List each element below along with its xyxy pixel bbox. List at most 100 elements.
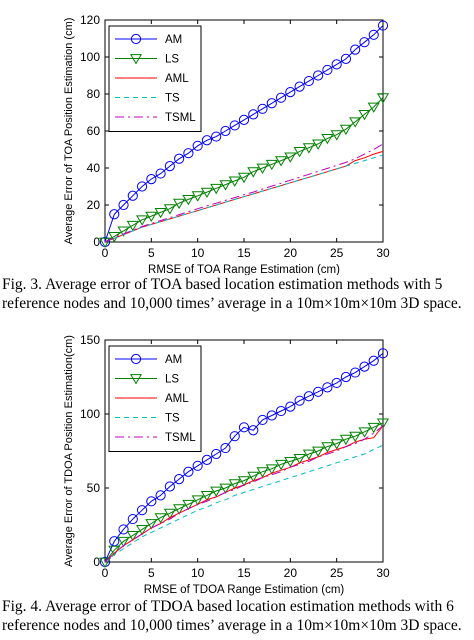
series-am-point <box>303 391 314 402</box>
series-ls-point <box>210 183 223 195</box>
series-ls-point <box>367 422 380 434</box>
series-ls-point <box>136 525 149 536</box>
series-am-point <box>109 209 120 220</box>
legend-label-am: AM <box>165 354 182 366</box>
legend-label-am: AM <box>165 34 182 46</box>
legend-marker-am <box>130 353 142 365</box>
series-ls-line <box>104 97 384 243</box>
y-tick-label: 100 <box>80 407 100 421</box>
series-am-point <box>331 377 342 389</box>
series-ls-point <box>247 167 260 178</box>
series-ls-point <box>376 418 390 429</box>
series-am-point <box>229 120 240 131</box>
series-am-point <box>127 513 138 525</box>
series-ls-point <box>275 459 288 471</box>
series-ls-point <box>256 467 269 478</box>
series-ls-point <box>200 491 213 502</box>
series-ls-point <box>237 476 251 487</box>
series-ls-point <box>200 187 213 198</box>
series-am-point <box>294 395 305 406</box>
legend-label-ts: TS <box>165 93 180 105</box>
y-tick-label: 60 <box>87 124 101 138</box>
series-ls-point <box>173 198 186 210</box>
series-am-point <box>266 410 277 421</box>
y-axis-ticks: 0 50 100 150 <box>80 333 383 569</box>
series-ls-point <box>265 159 278 171</box>
tdoa-error-chart: 0 5 10 15 20 25 30 0 50 100 150 RMSE of TDOA Range … <box>63 333 390 596</box>
toa-error-chart: 0 5 10 15 20 25 30 0 20 40 60 80 100 120 RMSE of TOA R… <box>63 13 390 275</box>
series-am-point <box>248 109 259 120</box>
series-am-point <box>211 131 222 142</box>
series-am-point <box>285 87 296 98</box>
series-am-point <box>340 53 352 64</box>
figure-3-caption-line-1: Fig. 3. Average error of TOA based locat… <box>2 276 443 293</box>
x-tick-label: 10 <box>191 246 205 260</box>
series-am-point <box>303 75 314 87</box>
series-ls-point <box>182 195 195 206</box>
series-ls-point <box>256 163 269 174</box>
x-axis-label: RMSE of TDOA Range Estimation (cm) <box>144 584 345 596</box>
legend-marker-ls <box>129 374 143 385</box>
y-axis-ticks: 0 20 40 60 80 100 120 <box>80 13 383 249</box>
series-ls-point <box>302 449 315 460</box>
series-am-point <box>238 422 250 433</box>
y-tick-label: 0 <box>93 555 100 569</box>
series-am-point <box>248 425 259 436</box>
series-ls-point <box>228 479 241 490</box>
series-ls-point <box>247 471 260 483</box>
series-am-point <box>322 64 333 76</box>
series-am-point <box>359 361 370 372</box>
series-am-point <box>201 135 213 146</box>
series-ls-point <box>312 139 325 150</box>
legend-label-aml: AML <box>165 73 189 85</box>
series-tsml <box>104 143 384 243</box>
series-ls-point <box>293 454 306 465</box>
series-am-point <box>146 174 157 185</box>
series-ls-point <box>210 486 223 497</box>
x-tick-label: 5 <box>148 566 155 580</box>
series-ls-point <box>191 495 204 506</box>
series-ls-point <box>330 439 343 450</box>
series-am-point <box>164 481 175 492</box>
series-am-point <box>294 81 305 92</box>
series-am-point <box>220 442 231 454</box>
series-ls-point <box>163 204 176 215</box>
series-am-point <box>275 405 287 417</box>
series-am-point <box>331 59 342 70</box>
series-ls-point <box>284 152 297 163</box>
x-tick-label: 30 <box>376 566 390 580</box>
series-am-point <box>313 386 324 397</box>
legend-label-ts: TS <box>165 413 180 425</box>
series-ls-point <box>228 176 241 187</box>
series-ts-line <box>104 154 384 243</box>
series-ls-point <box>321 442 334 453</box>
y-tick-label: 120 <box>80 13 100 27</box>
series-am-point <box>183 148 194 159</box>
legend-marker-ls <box>129 54 143 65</box>
series-am-point <box>257 103 268 114</box>
series-am-point <box>350 367 361 378</box>
series-ls-point <box>191 191 204 202</box>
series-ls-point <box>349 431 362 443</box>
series-ls-point <box>154 513 167 524</box>
x-tick-label: 5 <box>148 246 155 260</box>
series-ls-point <box>145 519 158 530</box>
series-am-line <box>104 25 384 243</box>
x-tick-label: 25 <box>330 566 344 580</box>
series-am-point <box>174 153 185 164</box>
legend-label-ls: LS <box>165 374 179 386</box>
series-ls-point <box>154 208 167 219</box>
series-ls-line <box>104 422 384 563</box>
series-am-point <box>164 161 175 172</box>
figure-3-caption-line-2: reference nodes and 10,000 times’ averag… <box>2 295 462 312</box>
series-am-point <box>229 431 240 442</box>
legend-box <box>108 25 202 132</box>
series-am-point <box>266 98 277 109</box>
series-ls-point <box>237 172 251 184</box>
series-tsml-line <box>104 143 384 243</box>
series-am-point <box>127 190 138 201</box>
series-am-point <box>368 355 379 366</box>
series-am-point <box>257 414 268 426</box>
x-tick-label: 15 <box>237 246 251 260</box>
y-tick-label: 0 <box>93 235 100 249</box>
